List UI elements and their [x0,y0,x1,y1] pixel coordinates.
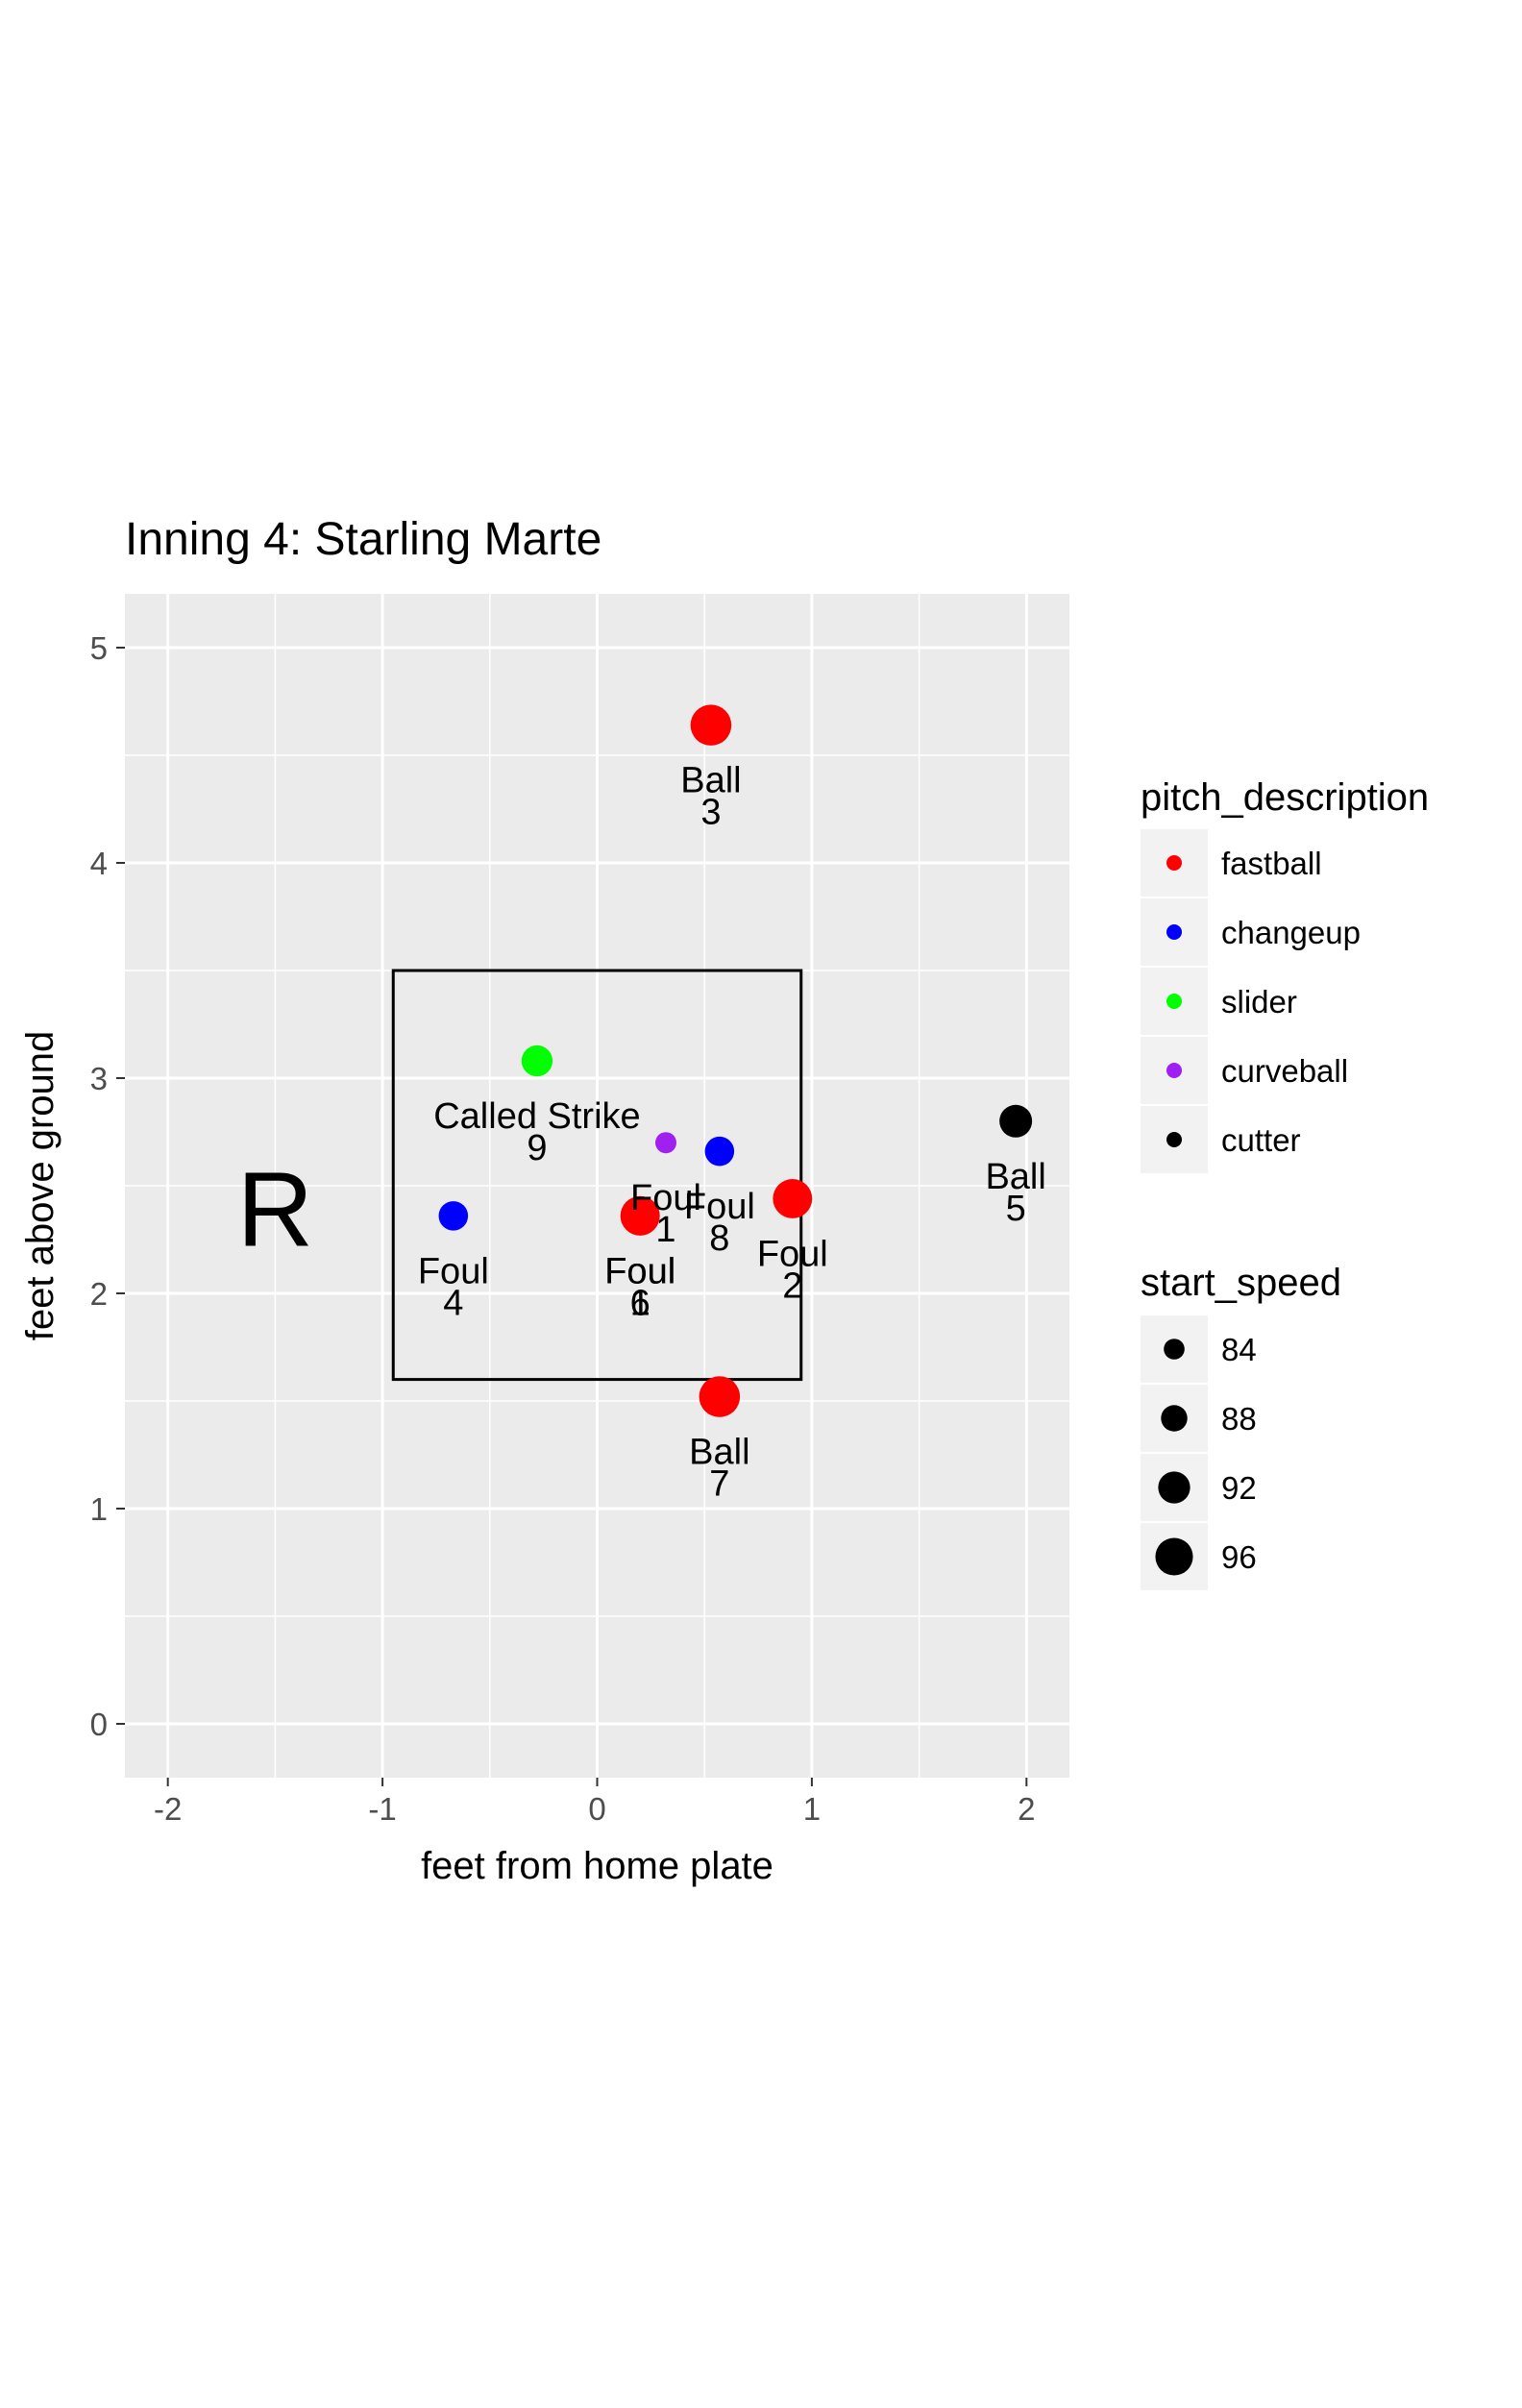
y-axis-title: feet above ground [19,1031,61,1340]
y-tick-label: 0 [90,1707,108,1742]
legend-dot-size [1155,1537,1193,1576]
batter-stance-label: R [237,1150,313,1268]
pitch-labels: Foul1Foul2Ball3Foul4Ball5Foul6Ball7Foul8… [418,761,1046,1505]
pitch-result-label: Ball [689,1433,749,1473]
pitch-result-label: Ball [985,1157,1045,1197]
size-legend: start_speed 84 88 92 96 [1141,1262,1341,1590]
pitch-result-label: Foul [604,1251,675,1291]
legend-label-cutter: cutter [1221,1122,1301,1158]
x-tick-label: 0 [588,1791,605,1827]
pitch-point-changeup [438,1201,469,1231]
y-tick-label: 2 [90,1276,108,1312]
legend-dot-size [1164,1339,1185,1360]
x-tick-label: 2 [1018,1791,1035,1827]
x-axis: -2 -1 0 1 2 [154,1778,1035,1827]
pitch-number-label: 2 [782,1265,802,1306]
legend-label-curveball: curveball [1221,1053,1348,1089]
pitch-points [438,704,1033,1417]
pitch-point-changeup [704,1136,735,1167]
legend-label-changeup: changeup [1221,915,1361,950]
pitch-point-fastball [699,1376,741,1417]
legend-dot-cutter [1166,1132,1182,1147]
pitch-point-slider [521,1044,553,1077]
legend-dot-curveball [1166,1063,1182,1078]
pitch-result-label: Foul [418,1251,489,1291]
pitch-point-curveball [654,1132,676,1154]
chart-title: Inning 4: Starling Marte [125,514,601,565]
legend-label-fastball: fastball [1221,846,1322,881]
pitch-point-cutter [999,1104,1033,1138]
legend-label-size: 92 [1221,1470,1257,1506]
legend-label-size: 96 [1221,1539,1257,1575]
y-tick-label: 3 [90,1061,108,1096]
pitch-result-label: Ball [680,761,741,801]
pitch-number-label: 1 [655,1210,675,1250]
pitch-result-label: Foul [757,1234,828,1274]
legend-label-slider: slider [1221,984,1297,1020]
pitch-result-label: Foul [630,1178,701,1218]
pitch-point-fastball [773,1179,813,1218]
strike-zone [391,969,803,1382]
legend-dot-slider [1166,994,1182,1009]
x-tick-label: 1 [803,1791,821,1827]
legend-dot-size [1161,1405,1188,1432]
pitch-number-label: 7 [709,1464,729,1505]
legend-label-size: 84 [1221,1332,1257,1367]
color-legend: pitch_description fastball changeup slider c… [1141,776,1429,1173]
y-axis: 0 1 2 3 4 5 [90,630,125,1742]
y-tick-label: 5 [90,630,108,666]
pitch-point-fastball [690,704,732,746]
pitch-number-label: 8 [709,1218,729,1259]
pitch-number-label: 5 [1006,1189,1026,1229]
x-axis-title: feet from home plate [421,1845,773,1887]
color-legend-title: pitch_description [1141,776,1429,819]
pitch-result-label: Foul [604,1251,675,1291]
pitch-number-label: 3 [700,793,721,833]
legend-dot-fastball [1166,855,1182,871]
pitch-number-label: 6 [630,1283,651,1323]
x-tick-label: -1 [368,1791,396,1827]
y-tick-label: 4 [90,846,108,881]
pitch-number-label: 9 [527,1128,547,1168]
legend-dot-changeup [1166,924,1182,940]
y-tick-label: 1 [90,1491,108,1527]
size-legend-title: start_speed [1141,1262,1341,1304]
pitch-result-label: Called Strike [433,1096,640,1137]
x-tick-label: -2 [154,1791,182,1827]
pitch-result-label: Foul [684,1187,755,1227]
legend-label-size: 88 [1221,1401,1257,1437]
pitch-point-fastball [620,1195,660,1236]
pitch-number-label: 1 [630,1283,651,1323]
grid-major [125,594,1069,1778]
pitch-number-label: 4 [443,1283,463,1323]
legend-dot-size [1158,1471,1191,1504]
